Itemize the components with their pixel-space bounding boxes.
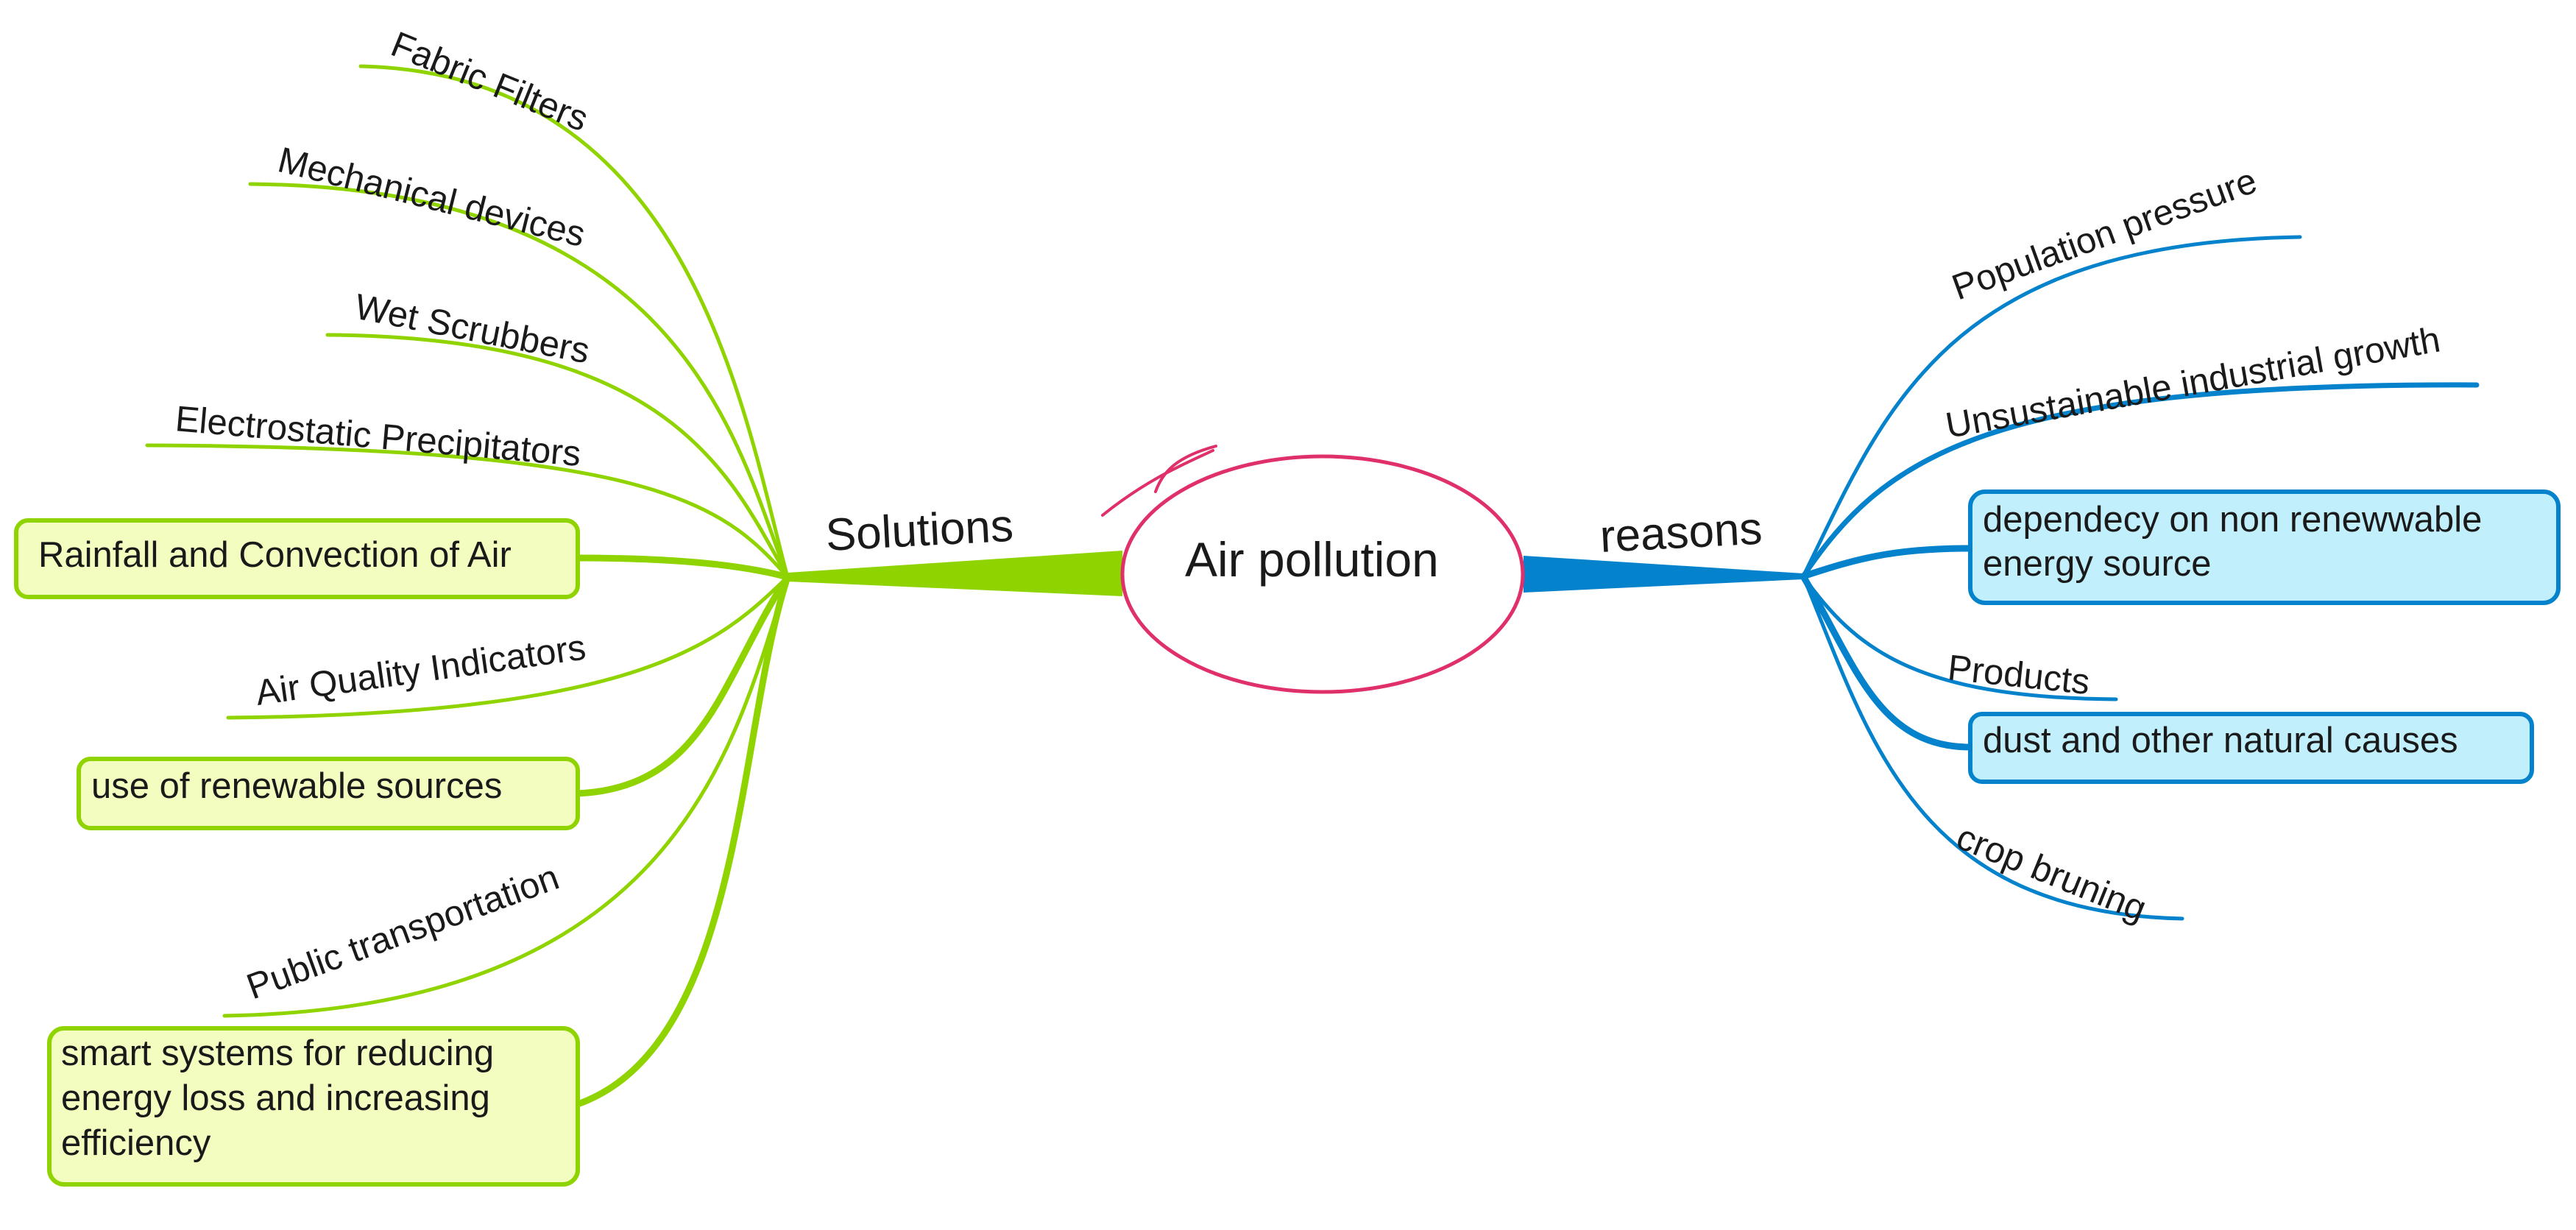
wet-scrubbers-connector bbox=[325, 333, 790, 579]
products-connector bbox=[1801, 574, 2118, 701]
fabric-filters-connector bbox=[358, 64, 790, 579]
solutions-main-connector bbox=[788, 551, 1122, 596]
renewable-sources-frame bbox=[77, 757, 580, 830]
mechanical-devices-label: Mechanical devices bbox=[274, 140, 589, 255]
reasons-main-connector bbox=[1524, 556, 1803, 593]
smart-systems-box: smart systems for reducing energy loss a… bbox=[47, 1026, 580, 1187]
dust-natural-text: dust and other natural causes bbox=[1983, 721, 2458, 760]
dust-natural-box: dust and other natural causes bbox=[1968, 712, 2534, 784]
mechanical-devices-connector bbox=[248, 182, 790, 579]
reasons-branch bbox=[1524, 235, 2480, 921]
dust-natural-frame bbox=[1968, 712, 2534, 784]
renewable-sources-text: use of renewable sources bbox=[91, 766, 502, 806]
wet-scrubbers-label: Wet Scrubbers bbox=[352, 287, 593, 372]
dust-natural-connector bbox=[1800, 573, 1974, 751]
smart-systems-line-2: energy loss and increasing bbox=[61, 1078, 490, 1118]
smart-systems-connector bbox=[574, 573, 791, 1108]
reasons-label: reasons bbox=[1599, 503, 1763, 562]
products-label: Products bbox=[1946, 648, 2092, 702]
air-quality-indicators-label: Air Quality Indicators bbox=[253, 628, 588, 713]
non-renewable-line-2: energy source bbox=[1983, 544, 2212, 584]
smart-systems-line-1: smart systems for reducing bbox=[61, 1033, 494, 1073]
public-transportation-connector bbox=[222, 575, 790, 1018]
crop-burning-connector bbox=[1801, 574, 2184, 921]
renewable-sources-connector bbox=[574, 573, 791, 797]
smart-systems-line-3: efficiency bbox=[61, 1123, 211, 1163]
non-renewable-connector bbox=[1800, 545, 1974, 580]
electrostatic-precipitators-connector bbox=[145, 443, 790, 579]
smart-systems-frame bbox=[47, 1026, 580, 1187]
solutions-label: Solutions bbox=[824, 501, 1014, 561]
public-transportation-label: Public transportation bbox=[241, 858, 564, 1008]
industrial-growth-label: Unsustainable industrial growth bbox=[1943, 319, 2444, 445]
industrial-growth-connector bbox=[1800, 382, 2480, 579]
non-renewable-line-1: dependecy on non renewwable bbox=[1983, 500, 2482, 540]
rainfall-convection-frame bbox=[14, 518, 580, 599]
central-topic: Air pollution bbox=[1101, 445, 1525, 694]
electrostatic-precipitators-label: Electrostatic Precipitators bbox=[174, 399, 582, 474]
non-renewable-box: dependecy on non renewwable energy sourc… bbox=[1968, 489, 2561, 605]
renewable-sources-box: use of renewable sources bbox=[77, 757, 580, 830]
non-renewable-frame bbox=[1968, 489, 2561, 605]
population-pressure-connector bbox=[1801, 235, 2302, 579]
fabric-filters-label: Fabric Filters bbox=[386, 24, 594, 139]
air-quality-indicators-connector bbox=[226, 575, 790, 720]
rainfall-convection-box: Rainfall and Convection of Air bbox=[14, 518, 580, 599]
population-pressure-label: Population pressure bbox=[1947, 161, 2262, 308]
rainfall-convection-connector bbox=[574, 554, 791, 581]
solutions-branch bbox=[145, 64, 1122, 1108]
central-topic-ellipse bbox=[1120, 454, 1525, 694]
central-topic-label: Air pollution bbox=[1185, 532, 1439, 587]
central-topic-stroke-head bbox=[1154, 445, 1217, 493]
crop-burning-label: crop bruning bbox=[1951, 817, 2152, 929]
rainfall-convection-text: Rainfall and Convection of Air bbox=[38, 535, 512, 575]
